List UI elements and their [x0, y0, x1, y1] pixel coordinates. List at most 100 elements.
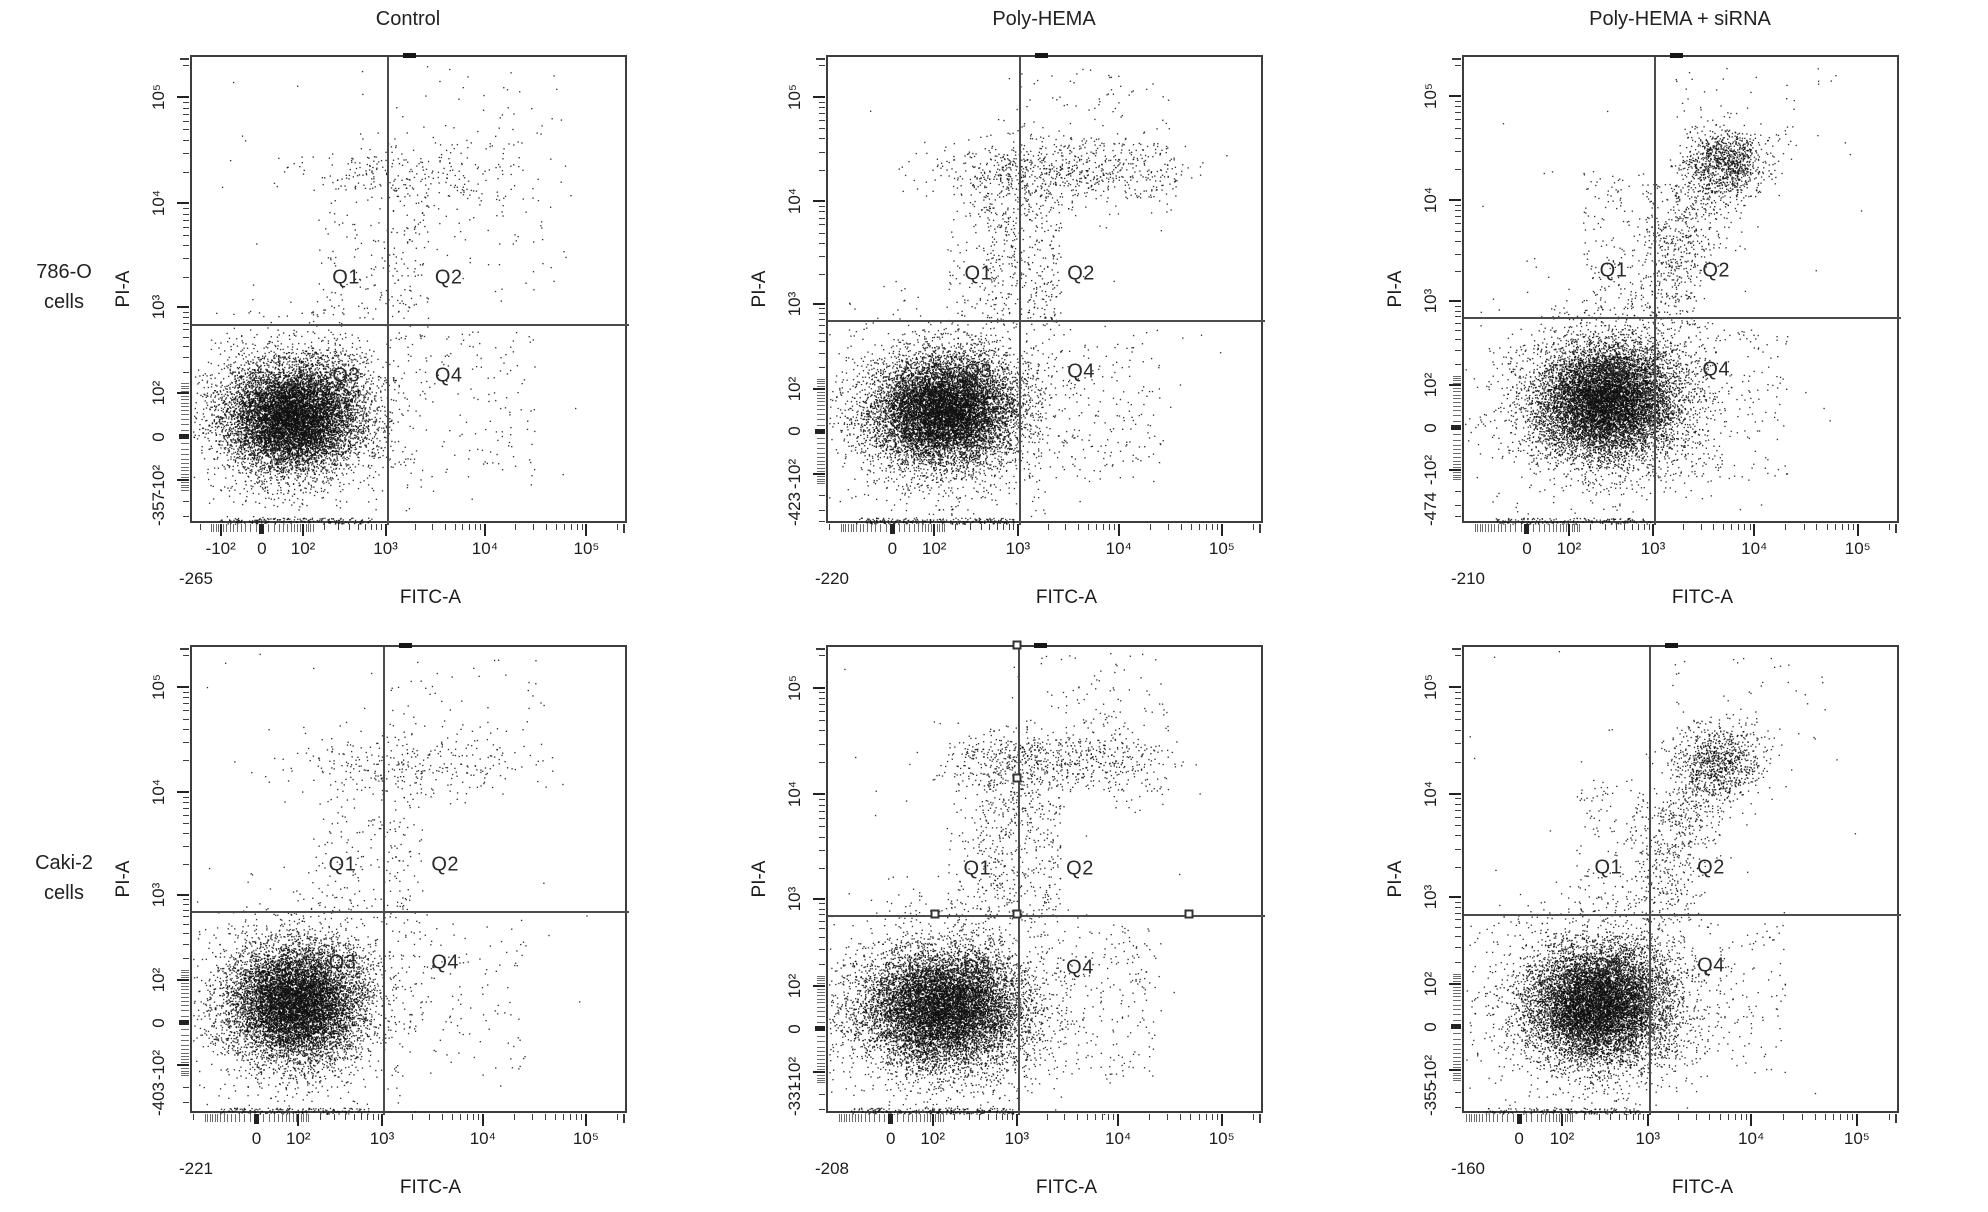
- y-axis-tick: [1453, 1053, 1461, 1055]
- x-axis-tick: [1624, 524, 1626, 530]
- y-axis-tick: [183, 245, 189, 247]
- y-axis-tick: [1453, 1077, 1461, 1079]
- gate-handle: [1012, 909, 1022, 919]
- x-axis-tick: [1618, 1114, 1620, 1120]
- x-axis-tick: [617, 524, 619, 530]
- y-axis-tick: [1453, 1063, 1461, 1065]
- y-axis-tick: [819, 804, 825, 806]
- y-axis-tick: [819, 112, 825, 114]
- x-axis-tick: [909, 524, 911, 532]
- y-axis-tick: [183, 703, 189, 705]
- y-axis-tick: [181, 385, 189, 387]
- y-axis-tick: [181, 1048, 189, 1050]
- y-axis-tick: [819, 849, 825, 851]
- y-axis-tick: [1455, 119, 1461, 121]
- gate-horizontal-line: [828, 915, 1265, 918]
- x-axis-tick: [1482, 1114, 1484, 1122]
- y-axis-tick: [817, 405, 825, 407]
- column-title-control: Control: [375, 8, 441, 30]
- x-axis-tick: [1016, 524, 1019, 536]
- x-axis-tick: [570, 524, 572, 530]
- x-axis-tick: [1847, 524, 1849, 530]
- y-axis-tick: [181, 406, 189, 408]
- y-axis-tick: [183, 923, 189, 925]
- y-axis-tick: [181, 396, 189, 398]
- x-axis-tick: [1571, 1114, 1573, 1122]
- row-label-caki-2-cells: Caki-2 cells: [35, 848, 93, 908]
- x-axis-title: FITC-A: [1671, 1177, 1734, 1198]
- x-axis-tick: [1552, 524, 1554, 532]
- y-axis-tick: [1455, 338, 1461, 340]
- x-axis-tick: [889, 524, 895, 534]
- x-axis-tick: [259, 524, 265, 534]
- y-axis-tick: [816, 58, 825, 60]
- x-axis-tick: [1149, 524, 1151, 530]
- x-axis-tick: [1895, 524, 1897, 533]
- y-axis-tick: [1455, 215, 1461, 217]
- y-axis-tick: [181, 1067, 189, 1069]
- x-axis-tick: [941, 524, 943, 532]
- x-axis-title: FITC-A: [1035, 1177, 1098, 1198]
- x-axis-tick: [308, 524, 310, 532]
- gate-horizontal-line: [192, 910, 629, 913]
- x-axis-tick: [1466, 1114, 1468, 1122]
- y-axis-tick: [181, 458, 189, 460]
- x-axis-tick: [1505, 524, 1507, 532]
- x-axis-tick: [1047, 524, 1049, 530]
- y-axis-tick: [181, 1005, 189, 1007]
- x-axis-tick: [1749, 524, 1751, 530]
- x-axis-tick: [1497, 524, 1499, 532]
- x-axis-tick: [847, 524, 849, 532]
- x-axis-title: FITC-A: [1035, 587, 1098, 608]
- y-axis-tick: [1455, 316, 1461, 318]
- y-axis-tick: [183, 1101, 189, 1103]
- y-axis-tick: [1449, 384, 1461, 387]
- x-axis-tick: [215, 524, 217, 532]
- y-axis-tick: [183, 655, 189, 657]
- x-axis-tick: [917, 524, 919, 532]
- x-axis-tick: [218, 524, 220, 532]
- x-axis-tick: [1753, 524, 1756, 536]
- y-axis-tick-label: 10⁵: [785, 674, 804, 701]
- x-axis-tick-label: 10³: [1004, 1129, 1030, 1148]
- y-axis-tick: [817, 464, 825, 466]
- x-axis-tick: [1087, 524, 1089, 530]
- x-axis-tick: [1102, 524, 1104, 530]
- gate-handle: [930, 909, 940, 919]
- y-axis-tick: [177, 392, 189, 395]
- x-axis-tick: [1824, 1114, 1826, 1120]
- plot-area: Q1 Q2 Q3 Q4: [1462, 55, 1901, 525]
- x-axis-tick: [928, 524, 930, 532]
- y-axis-tick: [1455, 761, 1461, 763]
- y-axis-tick: [183, 718, 189, 720]
- y-axis-tick: [181, 1029, 189, 1031]
- x-axis-tick: [1803, 524, 1805, 530]
- x-axis-tick: [193, 1114, 195, 1120]
- y-axis-tick: [1453, 477, 1461, 479]
- y-axis-tick: [1455, 137, 1461, 139]
- y-axis-tick: [1453, 472, 1461, 474]
- x-axis-tick-label: 10⁵: [573, 539, 600, 558]
- quadrant-label-q1: Q1: [1594, 856, 1623, 879]
- x-axis-tick: [214, 1114, 216, 1122]
- y-axis-tick: [183, 932, 189, 934]
- x-axis-tick: [1846, 1114, 1848, 1120]
- x-axis-tick: [381, 1114, 383, 1126]
- x-axis-tick: [1638, 524, 1640, 530]
- x-axis-tick: [213, 524, 215, 532]
- x-axis-tick: [988, 1114, 990, 1120]
- x-axis-tick: [236, 524, 238, 532]
- y-axis-tick: [183, 516, 189, 518]
- x-axis-tick: [846, 1114, 848, 1122]
- x-axis-tick: [843, 1114, 845, 1122]
- y-axis-tick: [1455, 742, 1461, 744]
- x-axis-tick: [863, 524, 864, 532]
- y-axis-tick: [183, 958, 189, 960]
- y-axis-tick: [183, 899, 189, 901]
- x-axis-tick: [226, 524, 228, 532]
- y-axis-tick: [819, 151, 825, 153]
- x-axis-tick: [312, 524, 314, 532]
- x-axis-tick: [1489, 1114, 1491, 1122]
- x-axis-tick: [1046, 1114, 1048, 1120]
- y-axis-tick: [179, 1020, 189, 1026]
